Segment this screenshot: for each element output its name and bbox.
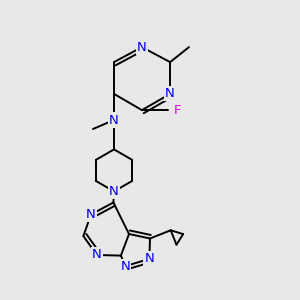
Text: N: N [109, 113, 119, 127]
Text: F: F [173, 103, 181, 117]
Text: N: N [137, 40, 147, 54]
Text: N: N [121, 260, 130, 273]
Text: N: N [92, 248, 102, 262]
Text: N: N [145, 252, 154, 266]
Text: N: N [165, 87, 175, 101]
Text: N: N [86, 208, 96, 221]
Text: N: N [109, 185, 119, 198]
